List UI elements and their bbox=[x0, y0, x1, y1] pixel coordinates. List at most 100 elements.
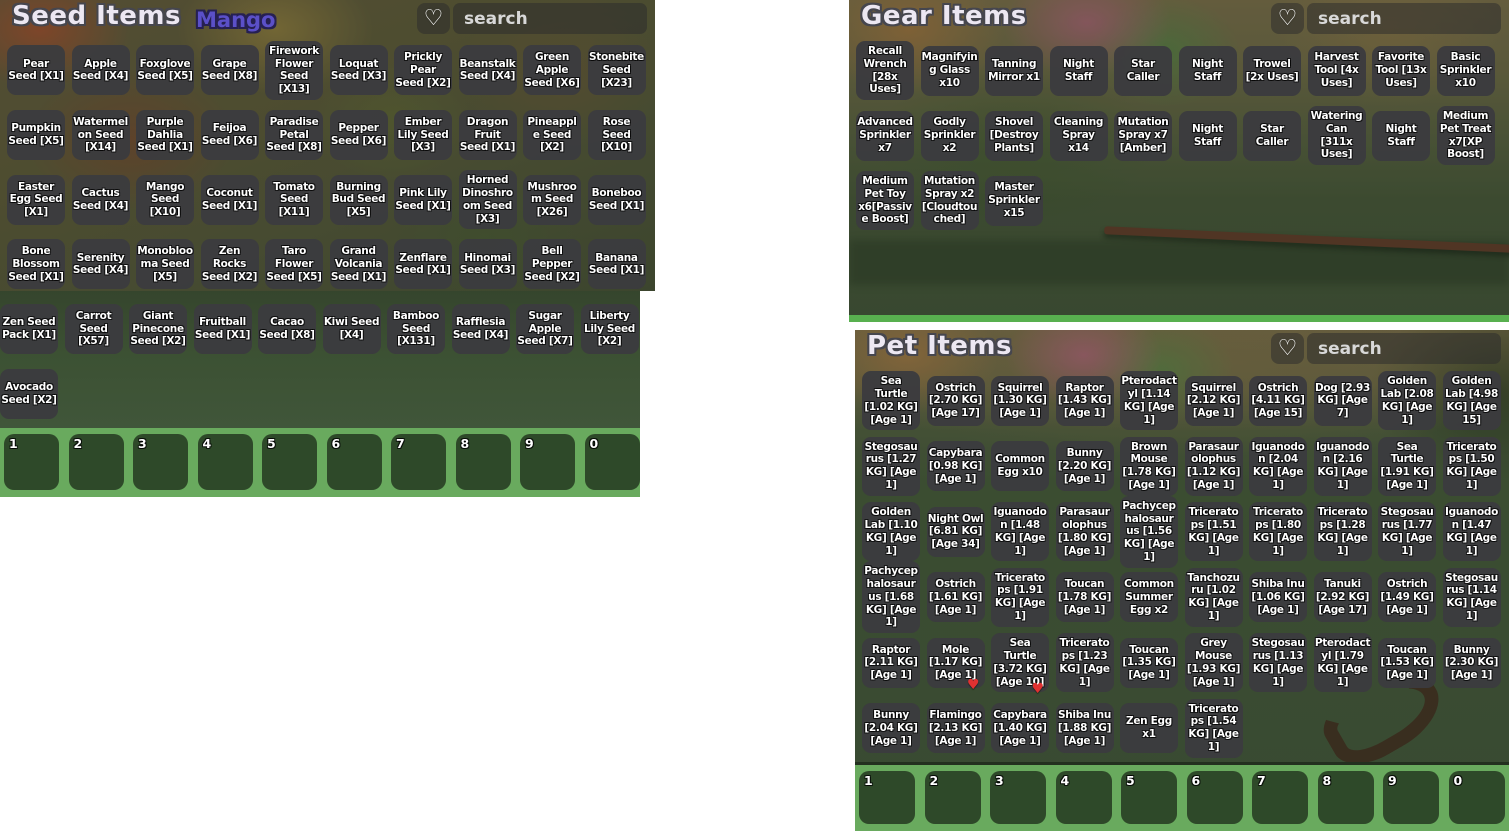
item-cell[interactable]: Stegosaurus [1.13 KG] [Age 1] bbox=[1249, 633, 1307, 693]
item-cell[interactable]: Toucan [1.35 KG] [Age 1] bbox=[1120, 637, 1178, 688]
item-cell[interactable]: Mushroom Seed [X26] bbox=[523, 174, 581, 225]
search-input[interactable] bbox=[1307, 3, 1501, 34]
item-cell[interactable]: Pachycephalosaurus [1.56 KG] [Age 1] bbox=[1120, 495, 1178, 568]
item-cell[interactable]: Zen Seed Pack [X1] bbox=[0, 304, 58, 355]
item-cell[interactable]: Magnifying Glass x10 bbox=[920, 45, 979, 96]
favorites-filter-button[interactable]: ♡ bbox=[1271, 333, 1304, 364]
item-cell[interactable]: Medium Pet Toy x6[Passive Boost] bbox=[856, 170, 914, 231]
item-cell[interactable]: Grey Mouse [1.93 KG] [Age 1] bbox=[1184, 633, 1243, 693]
search-input[interactable] bbox=[453, 3, 647, 34]
item-cell[interactable]: Serenity Seed [X4] bbox=[71, 239, 130, 290]
hotbar-slot-2[interactable]: 2 bbox=[924, 771, 981, 824]
item-cell[interactable]: Beanstalk Seed [X4] bbox=[458, 45, 517, 96]
hotbar-slot-9[interactable]: 9 bbox=[1383, 771, 1439, 824]
item-cell[interactable]: Raptor [1.43 KG] [Age 1] bbox=[1055, 375, 1114, 426]
item-cell[interactable]: Brown Mouse [1.78 KG] [Age 1] bbox=[1120, 436, 1178, 496]
item-cell[interactable]: Sea Turtle [1.02 KG] [Age 1] bbox=[862, 371, 920, 431]
item-cell[interactable]: Flamingo [2.13 KG] [Age 1] bbox=[926, 703, 985, 754]
item-cell[interactable]: Toucan [1.53 KG] [Age 1] bbox=[1378, 637, 1436, 688]
hotbar-slot-6[interactable]: 6 bbox=[326, 434, 382, 490]
item-cell[interactable]: Capybara [0.98 KG] [Age 1] bbox=[926, 441, 985, 492]
hotbar-slot-0[interactable]: 0 bbox=[1448, 771, 1505, 824]
item-cell[interactable]: Golden Lab [1.10 KG] [Age 1] bbox=[862, 502, 920, 562]
item-cell[interactable]: Pterodactyl [1.79 KG] [Age 1] bbox=[1313, 633, 1372, 693]
item-cell[interactable]: Pterodactyl [1.14 KG] [Age 1] bbox=[1120, 371, 1178, 431]
item-cell[interactable]: Basic Sprinkler x10 bbox=[1436, 45, 1495, 96]
item-cell[interactable]: Common Egg x10 bbox=[991, 441, 1049, 492]
item-cell[interactable]: Fruitball Seed [X1] bbox=[193, 304, 252, 355]
hotbar-slot-7[interactable]: 7 bbox=[391, 434, 446, 490]
item-cell[interactable]: Pineapple Seed [X2] bbox=[523, 110, 581, 161]
item-cell[interactable]: Zenflare Seed [X1] bbox=[394, 239, 452, 290]
item-cell[interactable]: Dragon Fruit Seed [X1] bbox=[458, 110, 517, 161]
hotbar-slot-6[interactable]: 6 bbox=[1186, 771, 1243, 824]
item-cell[interactable]: Night Staff bbox=[1178, 45, 1237, 96]
item-cell[interactable]: Stonebite Seed [X23] bbox=[587, 45, 646, 96]
hotbar-slot-3[interactable]: 3 bbox=[133, 434, 188, 490]
item-cell[interactable]: Tanning Mirror x1 bbox=[985, 45, 1043, 96]
item-cell[interactable]: Sea Turtle [1.91 KG] [Age 1] bbox=[1378, 436, 1436, 496]
item-cell[interactable]: Hinomai Seed [X3] bbox=[458, 239, 517, 290]
item-cell[interactable]: Dog [2.93 KG] [Age 7] bbox=[1313, 375, 1372, 426]
hotbar-slot-4[interactable]: 4 bbox=[197, 434, 253, 490]
item-cell[interactable]: Pumpkin Seed [X5] bbox=[7, 110, 65, 161]
item-cell[interactable]: Ostrich [4.11 KG] [Age 15] bbox=[1249, 375, 1307, 426]
item-cell[interactable]: Apple Seed [X4] bbox=[71, 45, 130, 96]
item-cell[interactable]: Squirrel [2.12 KG] [Age 1] bbox=[1184, 375, 1243, 426]
item-cell[interactable]: Bone Blossom Seed [X1] bbox=[7, 239, 65, 290]
item-cell[interactable]: Godly Sprinkler x2 bbox=[920, 110, 979, 161]
hotbar-slot-2[interactable]: 2 bbox=[68, 434, 124, 490]
item-cell[interactable]: Parasaurolophus [1.12 KG] [Age 1] bbox=[1184, 436, 1243, 496]
item-cell[interactable]: Triceratops [1.28 KG] [Age 1] bbox=[1313, 502, 1372, 562]
item-cell[interactable]: Night Staff bbox=[1178, 110, 1237, 161]
item-cell[interactable]: Master Sprinkler x15 bbox=[985, 175, 1043, 226]
item-cell[interactable]: Triceratops [1.80 KG] [Age 1] bbox=[1249, 502, 1307, 562]
hotbar-slot-8[interactable]: 8 bbox=[455, 434, 511, 490]
item-cell[interactable]: Paradise Petal Seed [X8] bbox=[265, 110, 323, 161]
item-cell[interactable]: Boneboo Seed [X1] bbox=[587, 174, 646, 225]
hotbar-slot-0[interactable]: 0 bbox=[584, 434, 640, 490]
item-cell[interactable]: Zen Rocks Seed [X2] bbox=[200, 239, 259, 290]
item-cell[interactable]: Capybara [1.40 KG] [Age 1] bbox=[991, 703, 1049, 754]
item-cell[interactable]: Shiba Inu [1.06 KG] [Age 1] bbox=[1249, 572, 1307, 623]
item-cell[interactable]: Prickly Pear Seed [X2] bbox=[394, 45, 452, 96]
item-cell[interactable]: Bell Pepper Seed [X2] bbox=[523, 239, 581, 290]
item-cell[interactable]: Golden Lab [2.08 KG] [Age 1] bbox=[1378, 371, 1436, 431]
item-cell[interactable]: Rafflesia Seed [X4] bbox=[451, 304, 510, 355]
item-cell[interactable]: Cactus Seed [X4] bbox=[71, 174, 130, 225]
item-cell[interactable]: Ostrich [1.61 KG] [Age 1] bbox=[926, 572, 985, 623]
item-cell[interactable]: Sea Turtle [3.72 KG] [Age 10] ♥ bbox=[991, 633, 1049, 696]
item-cell[interactable]: Green Apple Seed [X6] bbox=[523, 45, 581, 96]
item-cell[interactable]: Stegosaurus [1.14 KG] [Age 1] bbox=[1442, 567, 1501, 627]
hotbar-slot-9[interactable]: 9 bbox=[520, 434, 575, 490]
item-cell[interactable]: Watermelon Seed [X14] bbox=[71, 110, 130, 161]
item-cell[interactable]: Easter Egg Seed [X1] bbox=[7, 174, 65, 225]
item-cell[interactable]: Firework Flower Seed [X13] bbox=[265, 40, 323, 100]
item-cell[interactable]: Bamboo Seed [X131] bbox=[387, 304, 445, 355]
item-cell[interactable]: Stegosaurus [1.77 KG] [Age 1] bbox=[1378, 502, 1436, 562]
item-cell[interactable]: Avocado Seed [X2] bbox=[0, 368, 58, 419]
item-cell[interactable]: Golden Lab [4.98 KG] [Age 15] bbox=[1442, 371, 1501, 431]
item-cell[interactable]: Triceratops [1.51 KG] [Age 1] bbox=[1184, 502, 1243, 562]
item-cell[interactable]: Grand Volcania Seed [X1] bbox=[329, 239, 388, 290]
item-cell[interactable]: Mole [1.17 KG] [Age 1] ♥ bbox=[926, 637, 985, 692]
item-cell[interactable]: Tomato Seed [X11] bbox=[265, 174, 323, 225]
item-cell[interactable]: Iguanodon [1.47 KG] [Age 1] bbox=[1442, 502, 1501, 562]
hotbar-slot-3[interactable]: 3 bbox=[990, 771, 1046, 824]
item-cell[interactable]: Giant Pinecone Seed [X2] bbox=[129, 304, 187, 355]
item-cell[interactable]: Pink Lily Seed [X1] bbox=[394, 174, 452, 225]
item-cell[interactable]: Bunny [2.20 KG] [Age 1] bbox=[1055, 441, 1114, 492]
item-cell[interactable]: Bunny [2.30 KG] [Age 1] bbox=[1442, 637, 1501, 688]
item-cell[interactable]: Mutation Spray x2 [Cloudtouched] bbox=[920, 170, 979, 231]
item-cell[interactable]: Night Staff bbox=[1372, 110, 1430, 161]
item-cell[interactable]: Pachycephalosaurus [1.68 KG] [Age 1] bbox=[862, 561, 920, 634]
item-cell[interactable]: Favorite Tool [13x Uses] bbox=[1372, 45, 1430, 96]
item-cell[interactable]: Triceratops [1.23 KG] [Age 1] bbox=[1055, 633, 1114, 693]
item-cell[interactable]: Pear Seed [X1] bbox=[7, 45, 65, 96]
item-cell[interactable]: Ember Lily Seed [X3] bbox=[394, 110, 452, 161]
item-cell[interactable]: Triceratops [1.91 KG] [Age 1] bbox=[991, 567, 1049, 627]
item-cell[interactable]: Ostrich [1.49 KG] [Age 1] bbox=[1378, 572, 1436, 623]
item-cell[interactable]: Liberty Lily Seed [X2] bbox=[580, 304, 639, 355]
item-cell[interactable]: Parasaurolophus [1.80 KG] [Age 1] bbox=[1055, 502, 1114, 562]
item-cell[interactable]: Taro Flower Seed [X5] bbox=[265, 239, 323, 290]
